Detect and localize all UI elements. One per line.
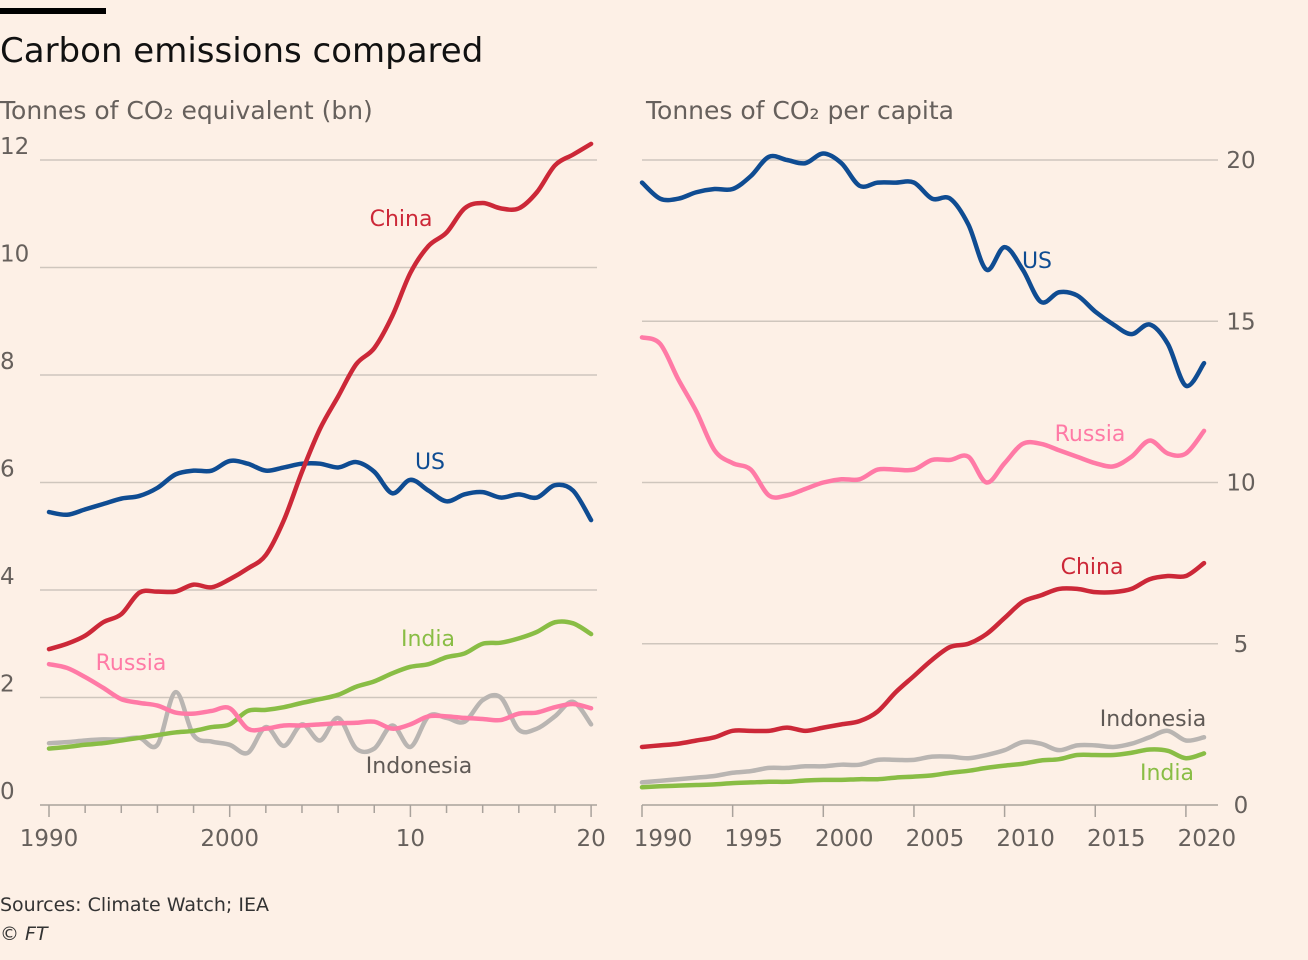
series-label-indonesia: Indonesia: [366, 754, 472, 779]
y-tick-label: 5: [1234, 632, 1249, 658]
series-line-russia: [639, 335, 1207, 500]
series-label-us: US: [1022, 249, 1052, 274]
title-bar: [0, 8, 106, 14]
left-panel: 0 2 4 6 8 10 12 1990 2000 10 20 China US India Russia I…: [0, 134, 606, 852]
series-label-india: India: [401, 627, 455, 652]
x-tick-label: 2005: [906, 826, 965, 852]
x-tick-label: 2000: [815, 826, 874, 852]
series-label-indonesia: Indonesia: [1100, 707, 1206, 732]
series-line-us: [46, 458, 594, 523]
x-tick-label: 2020: [1178, 826, 1237, 852]
series-line-russia: [46, 661, 594, 733]
left-panel-title: Tonnes of CO₂ equivalent (bn): [0, 96, 373, 125]
y-tick-label: 4: [0, 564, 15, 590]
series-label-russia: Russia: [96, 651, 167, 676]
y-tick-label: 10: [0, 242, 29, 268]
y-tick-label: 8: [0, 349, 15, 375]
series-line-india: [46, 619, 594, 751]
x-tick-label: 2015: [1087, 826, 1146, 852]
right-panel-title: Tonnes of CO₂ per capita: [645, 96, 954, 125]
ft-credit: © FT: [0, 923, 49, 945]
y-tick-label: 12: [0, 134, 29, 160]
y-tick-label: 10: [1226, 471, 1255, 497]
y-tick-label: 0: [0, 779, 15, 805]
x-tick-label: 1995: [724, 826, 783, 852]
series-label-china: China: [1061, 555, 1124, 580]
series-line-china: [639, 560, 1207, 750]
chart-title: Carbon emissions compared: [0, 31, 483, 71]
x-tick-label: 1990: [634, 826, 693, 852]
y-tick-label: 20: [1226, 148, 1255, 174]
series-label-russia: Russia: [1055, 422, 1126, 447]
x-tick-label: 2000: [200, 826, 259, 852]
series-line-india: [639, 747, 1207, 790]
source-note: Sources: Climate Watch; IEA: [0, 894, 269, 916]
series-line-indonesia: [639, 728, 1207, 785]
y-tick-label: 15: [1226, 309, 1255, 335]
right-panel: 0 5 10 15 20 1990 1995 2000 2005 2010 2015 2020 US Ru…: [634, 148, 1256, 852]
series-label-china: China: [370, 207, 433, 232]
y-tick-label: 2: [0, 672, 15, 698]
series-line-us: [639, 151, 1207, 389]
series-label-us: US: [415, 450, 445, 475]
series-label-india: India: [1140, 761, 1194, 786]
y-tick-label: 0: [1234, 793, 1249, 819]
x-tick-label: 10: [396, 826, 425, 852]
x-tick-label: 2010: [996, 826, 1055, 852]
series-line-china: [46, 141, 594, 652]
y-tick-label: 6: [0, 457, 15, 483]
x-tick-label: 20: [576, 826, 605, 852]
x-tick-label: 1990: [20, 826, 79, 852]
